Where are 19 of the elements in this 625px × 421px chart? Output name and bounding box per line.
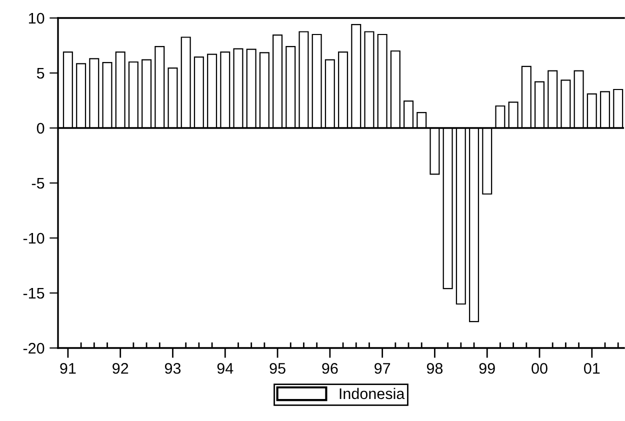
- y-tick-label: 0: [36, 122, 44, 134]
- x-tick-label: 01: [584, 362, 600, 374]
- x-tick-label: 96: [322, 362, 338, 374]
- y-tick-label: -5: [32, 178, 44, 189]
- x-tick-label: 99: [479, 362, 495, 374]
- x-tick-label: 93: [164, 362, 181, 374]
- x-tick-label: 94: [217, 362, 234, 374]
- x-tick-label: 95: [270, 362, 286, 374]
- y-tick-label: -15: [23, 288, 44, 299]
- x-tick-label: 92: [112, 362, 128, 374]
- x-tick-label: 00: [532, 362, 548, 374]
- x-tick-label: 91: [60, 362, 76, 374]
- x-tick-label: 98: [426, 362, 443, 374]
- legend-label: Indonesia: [340, 388, 405, 400]
- y-tick-label: 10: [28, 12, 44, 24]
- y-tick-label: 5: [36, 68, 44, 79]
- y-tick-label: -20: [23, 342, 44, 354]
- y-tick-label: -10: [23, 232, 44, 244]
- x-tick-label: 97: [374, 362, 390, 374]
